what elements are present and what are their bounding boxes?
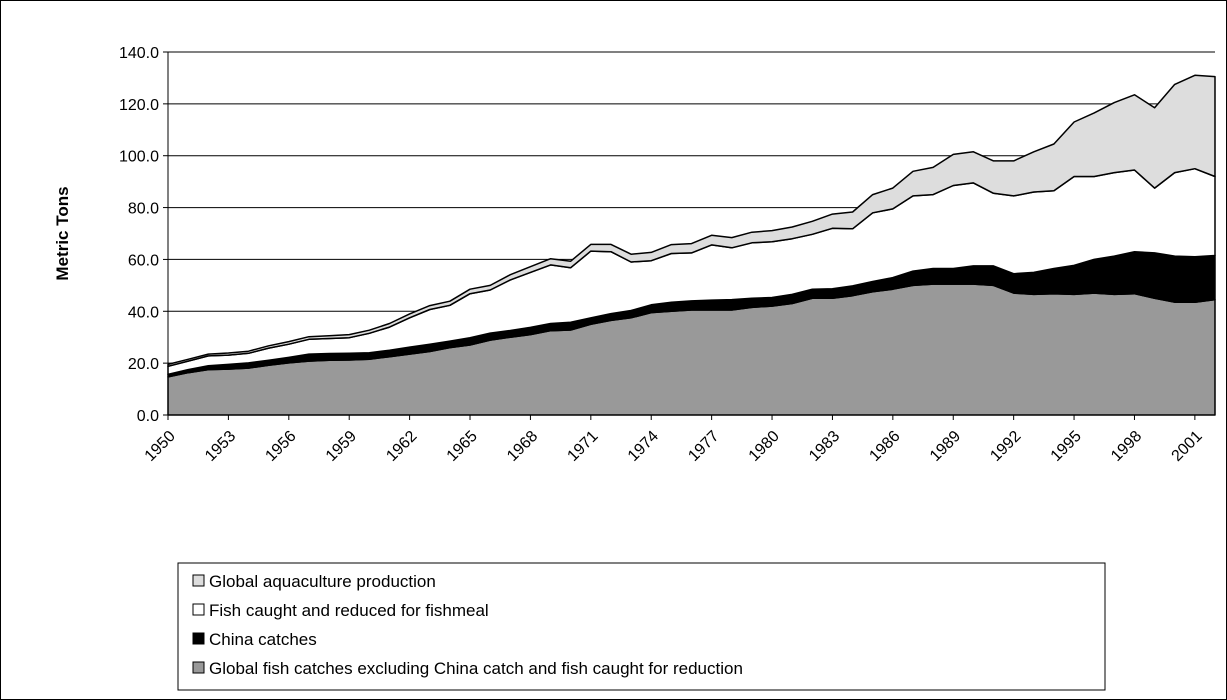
x-tick-label: 1980 bbox=[746, 428, 783, 465]
x-tick-label: 1968 bbox=[504, 428, 541, 465]
x-tick-label: 1974 bbox=[625, 428, 662, 465]
legend-label: Fish caught and reduced for fishmeal bbox=[209, 601, 489, 620]
x-tick-label: 1965 bbox=[444, 428, 481, 465]
y-tick-label: 80.0 bbox=[128, 201, 159, 218]
legend-label: Global fish catches excluding China catc… bbox=[209, 659, 743, 678]
x-tick-label: 1986 bbox=[866, 428, 903, 465]
y-tick-label: 20.0 bbox=[128, 356, 159, 373]
y-axis-label: Metric Tons bbox=[53, 186, 72, 280]
x-tick-label: 1992 bbox=[987, 428, 1024, 465]
x-tick-label: 1959 bbox=[323, 428, 360, 465]
legend-swatch bbox=[192, 574, 205, 587]
x-tick-label: 1962 bbox=[383, 428, 420, 465]
x-tick-label: 2001 bbox=[1169, 428, 1206, 465]
y-tick-label: 60.0 bbox=[128, 252, 159, 269]
y-tick-labels: 0.0 20.0 40.0 60.0 80.0 100.0 120.0 140.0 bbox=[119, 45, 159, 425]
legend-swatch bbox=[192, 603, 205, 616]
legend: Global aquaculture production Fish caught… bbox=[177, 562, 1106, 691]
y-tick-label: 0.0 bbox=[137, 408, 159, 425]
y-tick-label: 140.0 bbox=[119, 45, 159, 62]
x-tick-label: 1983 bbox=[806, 428, 843, 465]
y-tick-label: 100.0 bbox=[119, 149, 159, 166]
y-tick-label: 40.0 bbox=[128, 304, 159, 321]
x-tick-label: 1977 bbox=[685, 428, 722, 465]
x-tick-label: 1956 bbox=[262, 428, 299, 465]
x-tick-labels: 1950 1953 1956 1959 1962 1965 1968 1971 1974 1977… bbox=[142, 428, 1206, 465]
series-areas bbox=[167, 74, 1216, 416]
series-area-4 bbox=[167, 74, 1216, 368]
x-tick-label: 1950 bbox=[142, 428, 179, 465]
x-tick-label: 1971 bbox=[564, 428, 601, 465]
legend-label: Global aquaculture production bbox=[209, 572, 436, 591]
legend-box bbox=[177, 562, 1106, 691]
x-tick-label: 1995 bbox=[1048, 428, 1085, 465]
legend-swatch bbox=[192, 661, 205, 674]
axes bbox=[163, 51, 1215, 420]
legend-swatch bbox=[192, 632, 205, 645]
legend-label: China catches bbox=[209, 630, 317, 649]
y-tick-label: 120.0 bbox=[119, 97, 159, 114]
x-tick-label: 1989 bbox=[927, 428, 964, 465]
x-tick-label: 1998 bbox=[1108, 428, 1145, 465]
x-tick-label: 1953 bbox=[202, 428, 239, 465]
